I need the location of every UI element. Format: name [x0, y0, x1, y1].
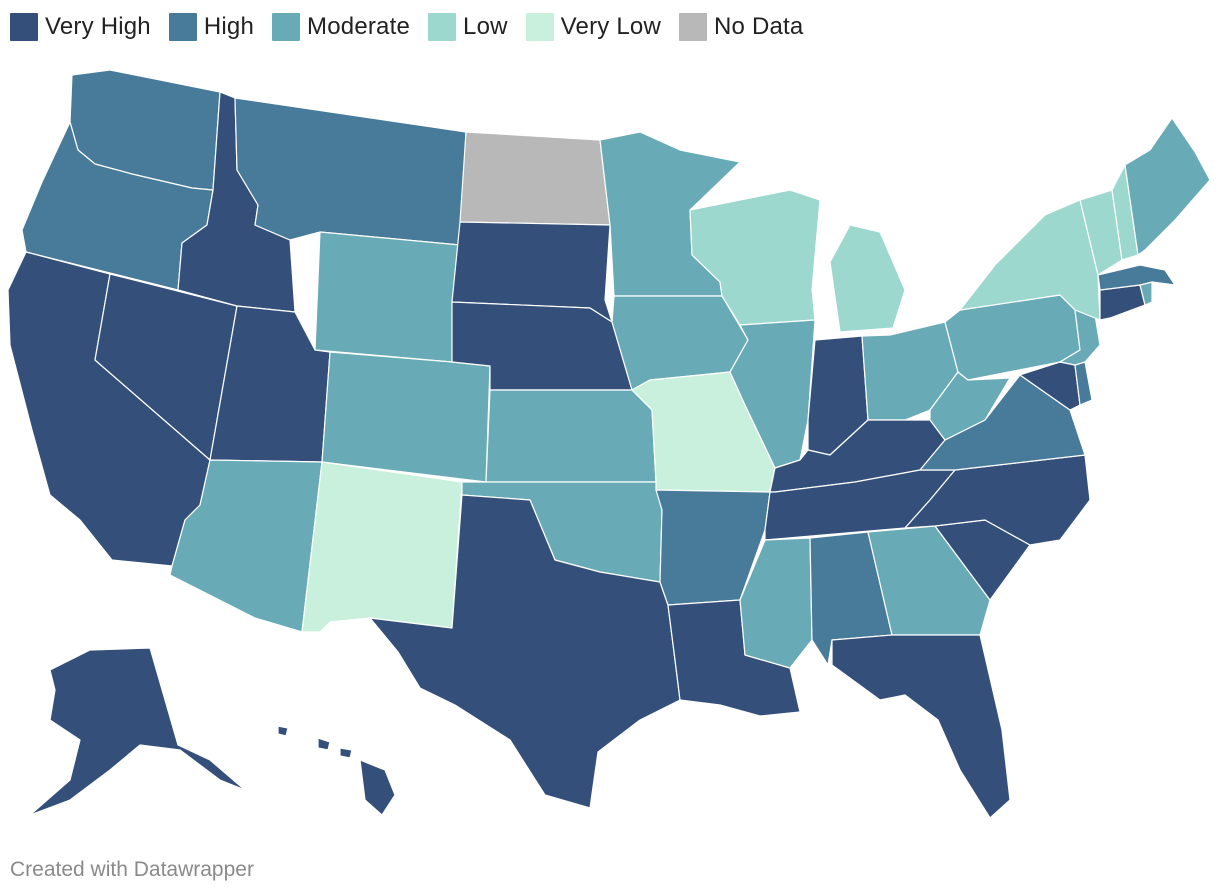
state-montana[interactable] [234, 97, 467, 246]
legend: Very High High Moderate Low Very Low No … [10, 10, 821, 44]
state-wyoming[interactable] [314, 231, 461, 363]
legend-item-very-low: Very Low [525, 13, 661, 41]
legend-item-high: High [168, 13, 255, 41]
legend-swatch [10, 13, 38, 41]
legend-label: Moderate [307, 13, 411, 40]
state-new-mexico[interactable] [301, 461, 463, 633]
state-alaska[interactable] [29, 647, 246, 816]
legend-item-very-high: Very High [10, 13, 151, 41]
state-hawaii-island[interactable] [317, 737, 331, 751]
legend-swatch [428, 13, 457, 41]
legend-item-low: Low [428, 13, 508, 41]
state-north-carolina[interactable] [904, 454, 1091, 546]
state-colorado[interactable] [321, 351, 491, 483]
legend-swatch [525, 13, 554, 41]
state-hawaii[interactable] [359, 759, 396, 816]
legend-label: High [203, 13, 255, 40]
legend-item-no-data: No Data [679, 13, 803, 41]
legend-label: Very Low [560, 13, 661, 40]
state-connecticut[interactable] [1099, 284, 1146, 321]
state-michigan[interactable] [829, 224, 906, 333]
state-florida[interactable] [831, 634, 1011, 819]
legend-swatch [679, 13, 707, 41]
state-maine[interactable] [1124, 117, 1211, 256]
legend-swatch [168, 13, 197, 41]
legend-label: Low [463, 13, 508, 40]
credit-text: Created with Datawrapper [10, 858, 254, 881]
state-new-jersey[interactable] [1059, 309, 1101, 366]
legend-swatch [272, 13, 301, 41]
legend-label: Very High [45, 13, 151, 40]
state-hawaii-island[interactable] [277, 725, 289, 737]
state-north-dakota[interactable] [459, 131, 611, 226]
legend-label: No Data [714, 13, 804, 40]
legend-item-moderate: Moderate [272, 13, 410, 41]
state-massachusetts[interactable] [1097, 264, 1176, 291]
state-kansas[interactable] [485, 389, 657, 483]
state-hawaii-island[interactable] [339, 747, 353, 759]
state-texas[interactable] [369, 494, 681, 809]
